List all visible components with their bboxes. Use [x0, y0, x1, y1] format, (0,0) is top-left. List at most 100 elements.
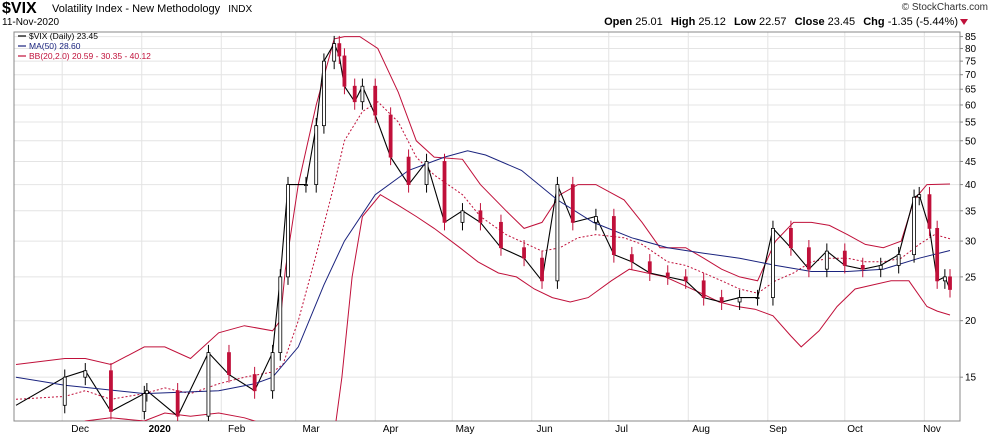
chg-label: Chg: [863, 16, 885, 28]
x-tick-label: May: [456, 424, 475, 435]
x-tick-label: Nov: [923, 424, 941, 435]
x-tick-label: Aug: [692, 424, 710, 435]
x-axis: Dec 2020 Feb Mar Apr May Jun Jul Aug Sep Oct Nov: [71, 424, 941, 435]
y-tick-label: 25: [965, 272, 977, 283]
open-label: Open: [604, 16, 633, 28]
candle-body: [314, 125, 319, 185]
candle-body: [842, 250, 847, 266]
candle-body: [683, 276, 688, 282]
candle-body: [896, 254, 901, 266]
candle-body: [460, 210, 465, 223]
candle-body: [322, 60, 326, 127]
candle-body: [352, 85, 357, 103]
x-tick-label: Dec: [71, 424, 89, 435]
candle-body: [206, 352, 211, 417]
legend-entry: $VIX (Daily) 23.45: [29, 31, 98, 41]
x-tick-label: Apr: [383, 424, 399, 435]
y-tick-label: 60: [965, 100, 977, 111]
x-tick-label: Sep: [769, 424, 787, 435]
y-tick-label: 75: [965, 57, 977, 68]
chart-date: 11-Nov-2020: [2, 17, 60, 28]
series-lines: [15, 35, 952, 421]
candle-body: [109, 370, 113, 412]
candle-body: [478, 210, 483, 223]
candle-body: [175, 390, 180, 417]
candle-body: [917, 194, 922, 198]
candle-body: [948, 276, 952, 290]
bollinger-bands: [15, 36, 951, 421]
candle-body: [406, 156, 411, 185]
candle-body: [270, 352, 275, 392]
close-value: 23.45: [827, 16, 856, 28]
candle-body: [442, 161, 447, 223]
candle-body: [304, 184, 308, 186]
low-label: Low: [733, 16, 756, 28]
candle-body: [806, 247, 811, 270]
y-tick-label: 50: [965, 136, 977, 147]
price-line: [15, 42, 951, 418]
y-tick-label: 85: [965, 32, 977, 43]
candle-body: [142, 393, 147, 412]
candle-body: [755, 297, 760, 299]
y-tick-label: 15: [965, 373, 977, 384]
candle-body: [424, 161, 429, 185]
candle-body: [540, 257, 544, 282]
candle-body: [789, 227, 793, 249]
candle-body: [771, 227, 775, 298]
candle-body: [227, 352, 231, 375]
candle-body: [860, 265, 865, 270]
candle-body: [647, 261, 652, 274]
candle-body: [337, 43, 342, 57]
x-tick-label: Oct: [847, 424, 863, 435]
open-value: 25.01: [635, 16, 663, 28]
candle-body: [342, 55, 347, 87]
candle-body: [499, 221, 503, 249]
brand-logo: © StockCharts.com: [901, 2, 988, 13]
y-tick-label: 70: [965, 70, 977, 81]
y-tick-label: 35: [965, 206, 977, 217]
description-text: Volatility Index - New Methodology: [52, 3, 221, 15]
low-value: 22.57: [759, 16, 787, 28]
exchange-text: INDX: [228, 4, 253, 15]
candle-body: [737, 297, 742, 303]
chg-value: -1.35 (-5.44%): [887, 16, 958, 28]
candle-body: [927, 194, 932, 229]
candle-body: [62, 376, 67, 406]
candle-body: [332, 43, 337, 62]
candle-body: [570, 184, 575, 223]
candle-body: [878, 265, 883, 270]
candle-body: [83, 370, 88, 378]
symbol-description: Volatility Index - New Methodology INDX: [52, 3, 252, 15]
candle-body: [286, 184, 290, 278]
legend-entry: BB(20,2.0) 20.59 - 30.35 - 40.12: [29, 51, 151, 61]
chart-header: $VIX Volatility Index - New Methodology …: [0, 0, 990, 32]
candle-body: [144, 390, 149, 394]
y-tick-label: 65: [965, 85, 977, 96]
close-label: Close: [794, 16, 825, 28]
candle-body: [252, 374, 257, 392]
candle-body: [824, 250, 829, 270]
candle-body: [522, 247, 526, 259]
y-tick-label: 30: [965, 237, 977, 248]
x-tick-label: Jun: [537, 424, 553, 435]
high-label: High: [670, 16, 696, 28]
y-tick-label: 40: [965, 180, 977, 191]
ohlc-summary: Open 25.01 High 25.12 Low 22.57 Close 23…: [604, 16, 958, 28]
grid-lines: [14, 32, 960, 421]
bb-upper-line: [15, 36, 951, 366]
high-value: 25.12: [698, 16, 726, 28]
candle-body: [373, 85, 378, 116]
candle-body: [942, 276, 947, 282]
ma50-line: [15, 150, 951, 395]
candle-body: [701, 280, 706, 298]
y-tick-label: 80: [965, 44, 977, 55]
x-tick-label: 2020: [149, 424, 172, 435]
candle-body: [555, 184, 560, 282]
y-tick-label: 55: [965, 118, 977, 129]
candle-body: [360, 85, 365, 103]
x-tick-label: Jul: [615, 424, 628, 435]
candle-body: [935, 227, 940, 282]
